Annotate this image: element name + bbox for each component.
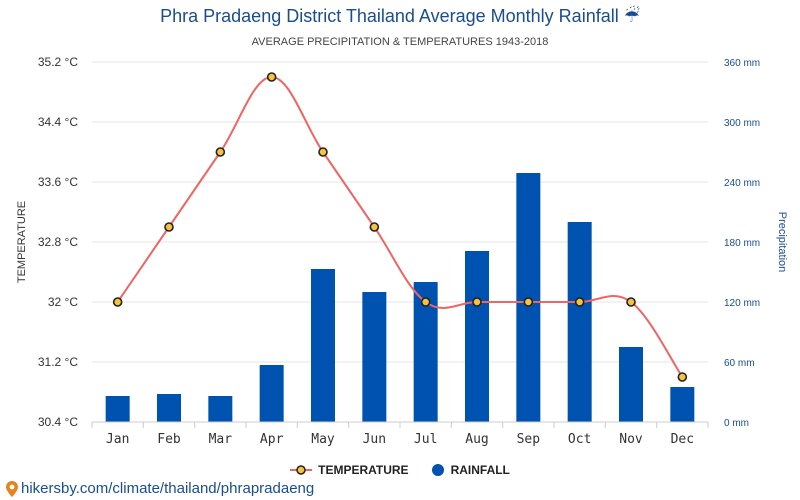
- y-tick-label-left: 34.4 °C: [38, 115, 78, 129]
- rainfall-bar: [619, 347, 643, 422]
- location-pin-icon: [6, 480, 18, 497]
- rainfall-bar: [311, 269, 335, 422]
- x-tick-label: Oct: [568, 432, 591, 447]
- grid-layer: [92, 61, 708, 423]
- rainfall-bar: [208, 396, 233, 422]
- y-tick-label-right: 0 mm: [724, 418, 749, 429]
- rainfall-bar: [567, 222, 592, 422]
- legend-item-temperature[interactable]: TEMPERATURE: [290, 463, 409, 477]
- source-link[interactable]: hikersby.com/climate/thailand/phrapradae…: [6, 480, 314, 497]
- x-tick-label: Feb: [157, 432, 181, 447]
- temperature-point: [112, 297, 123, 307]
- y-tick-label-right: 60 mm: [724, 358, 755, 369]
- temperature-point: [523, 297, 534, 307]
- temperature-point: [318, 147, 328, 157]
- temperature-point: [472, 297, 482, 307]
- rainfall-bar: [362, 292, 387, 422]
- temperature-point: [369, 222, 380, 232]
- x-tick-label: Jul: [414, 432, 437, 447]
- y-tick-label-right: 180 mm: [724, 238, 760, 249]
- temperature-point: [677, 372, 688, 382]
- legend-label-rainfall: RAINFALL: [450, 463, 510, 477]
- x-tick-label: Nov: [619, 432, 643, 447]
- y-tick-label-right: 240 mm: [724, 178, 760, 189]
- rainfall-bar: [157, 394, 181, 422]
- temperature-point: [420, 297, 431, 307]
- legend-label-temperature: TEMPERATURE: [318, 463, 409, 477]
- x-tick-label: Aug: [465, 432, 488, 447]
- rainfall-bar: [670, 387, 695, 422]
- y-tick-label-left: 32 °C: [48, 295, 78, 309]
- source-link-text: hikersby.com/climate/thailand/phrapradae…: [21, 480, 315, 497]
- x-tick-label: May: [311, 432, 335, 447]
- axes-layer: 30.4 °C 31.2 °C 32 °C 32.8 °C 33.6 °C 34.4 °C…: [38, 55, 760, 447]
- y-tick-label-left: 32.8 °C: [38, 235, 78, 249]
- chart: 30.4 °C 31.2 °C 32 °C 32.8 °C 33.6 °C 34.4 °C…: [16, 55, 788, 447]
- x-tick-label: Jan: [106, 432, 129, 447]
- chart-subtitle: AVERAGE PRECIPITATION & TEMPERATURES 194…: [251, 36, 549, 48]
- temperature-point: [266, 72, 277, 82]
- y-tick-label-left: 35.2 °C: [38, 55, 78, 69]
- y-tick-label-left: 33.6 °C: [38, 175, 78, 189]
- x-tick-label: Mar: [209, 432, 233, 447]
- rainfall-bar: [105, 396, 130, 422]
- y-tick-label-right: 360 mm: [724, 58, 760, 69]
- temperature-points: [112, 72, 688, 382]
- x-tick-label: Sep: [517, 432, 541, 447]
- x-tick-label: Jun: [363, 432, 386, 447]
- y-axis-label-right: Precipitation: [776, 212, 788, 273]
- legend: TEMPERATURE RAINFALL: [0, 463, 800, 477]
- rainfall-bar: [465, 251, 489, 422]
- y-tick-label-left: 31.2 °C: [38, 355, 78, 369]
- temperature-legend-icon: [290, 465, 313, 475]
- chart-title: Phra Pradaeng District Thailand Average …: [160, 6, 640, 26]
- temperature-point: [574, 297, 585, 307]
- temperature-point: [626, 297, 636, 307]
- rainfall-legend-icon: [431, 464, 444, 476]
- legend-item-rainfall[interactable]: RAINFALL: [431, 463, 510, 477]
- y-tick-label-left: 30.4 °C: [38, 415, 78, 429]
- y-axis-label-left: TEMPERATURE: [16, 201, 28, 283]
- x-tick-label: Apr: [260, 432, 284, 447]
- y-tick-label-right: 120 mm: [724, 298, 760, 309]
- temperature-point: [215, 147, 226, 157]
- rainfall-bars: [105, 173, 695, 422]
- rainfall-bar: [259, 365, 284, 422]
- x-tick-label: Dec: [671, 432, 694, 447]
- temperature-point: [164, 222, 174, 232]
- y-tick-label-right: 300 mm: [724, 118, 760, 129]
